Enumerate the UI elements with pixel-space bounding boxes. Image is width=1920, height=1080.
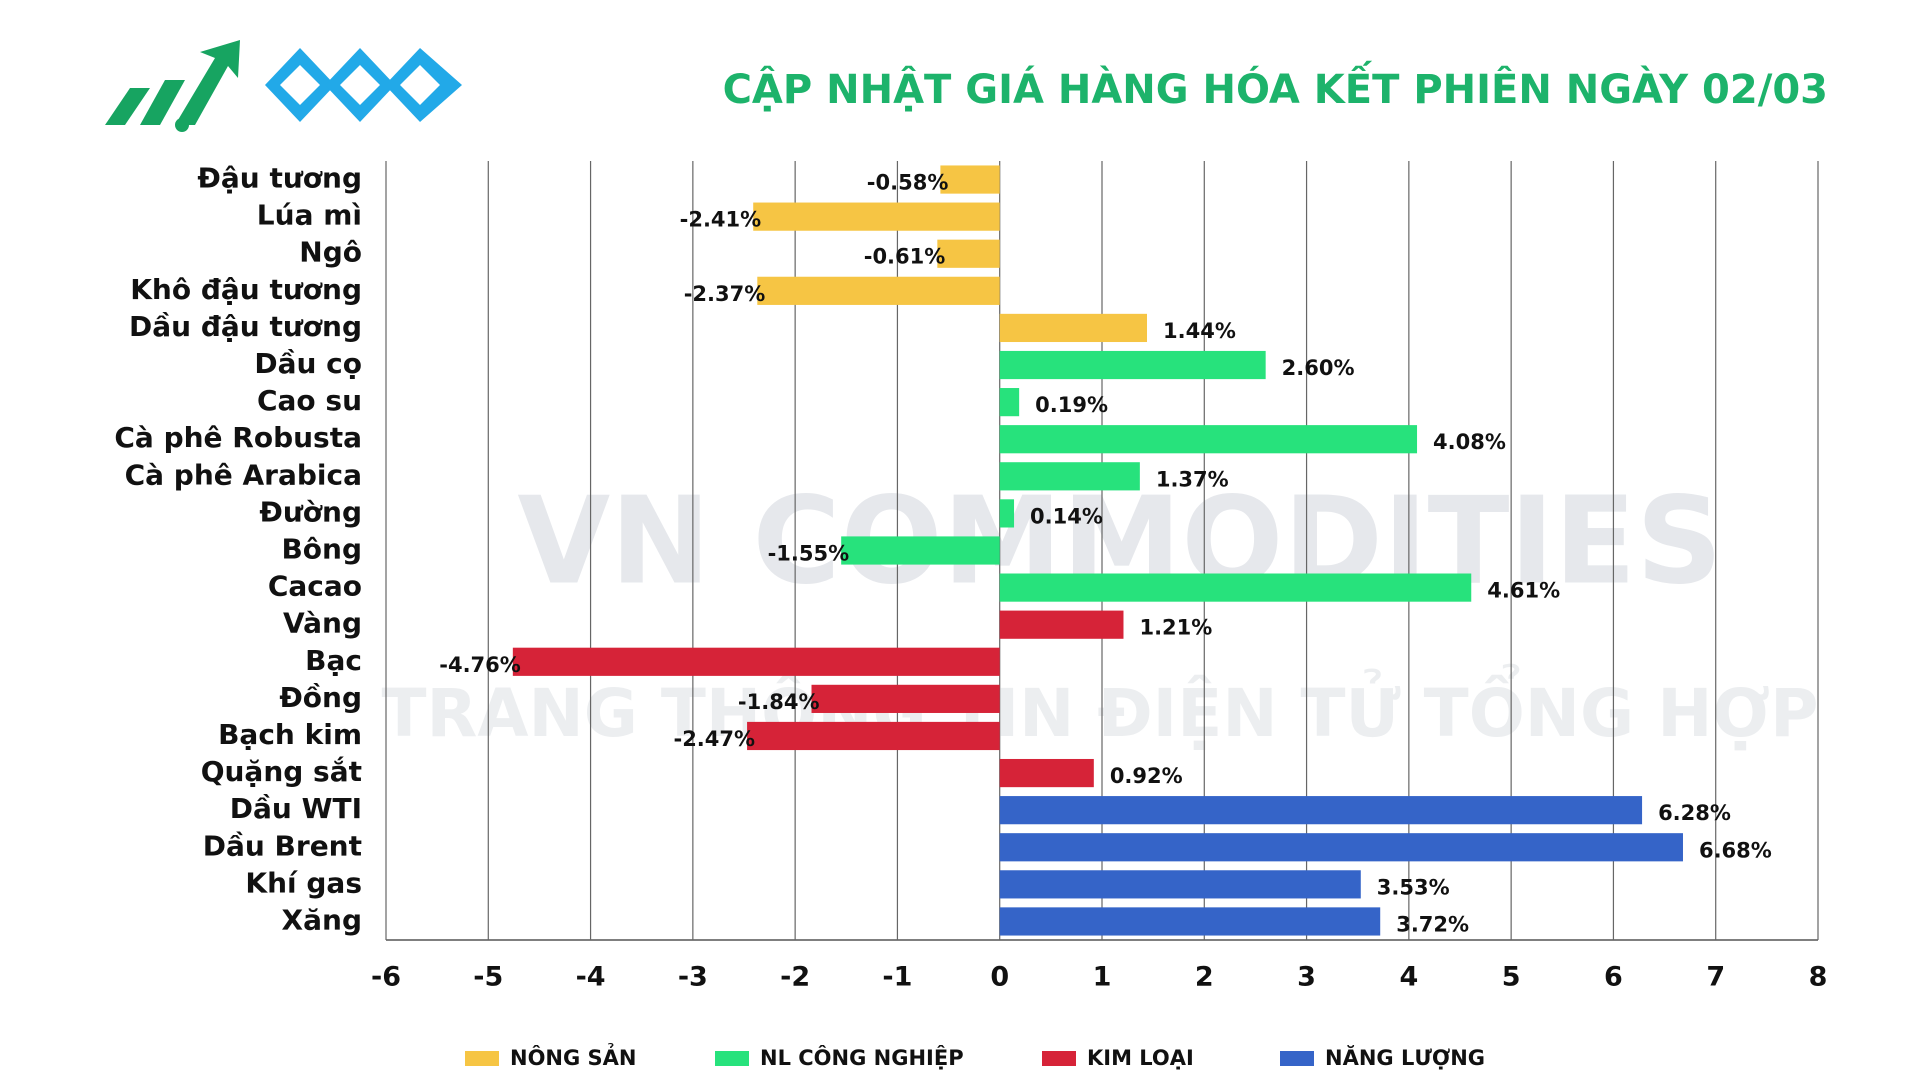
data-label: -2.37% xyxy=(684,282,766,306)
data-label: 6.68% xyxy=(1699,838,1772,862)
watermark: TRANG THÔNG TIN ĐIỆN TỬ TỔNG HỢP xyxy=(382,664,1819,752)
y-tick-label: Bông xyxy=(281,533,362,566)
bar xyxy=(999,610,1124,639)
legend-swatch xyxy=(1042,1051,1076,1066)
x-tick-label: -4 xyxy=(576,962,606,993)
x-tick-label: 6 xyxy=(1604,962,1623,993)
legend-label: NĂNG LƯỢNG xyxy=(1325,1045,1485,1070)
y-tick-label: Khô đậu tương xyxy=(130,273,362,306)
data-label: -1.84% xyxy=(738,690,820,714)
x-tick-label: -6 xyxy=(371,962,401,993)
y-tick-label: Dầu Brent xyxy=(203,829,362,862)
data-label: 1.44% xyxy=(1163,319,1236,343)
data-label: 0.19% xyxy=(1035,393,1108,417)
y-tick-label: Vàng xyxy=(283,607,362,640)
y-tick-label: Dầu WTI xyxy=(230,792,362,825)
bar xyxy=(999,907,1381,936)
y-tick-label: Đậu tương xyxy=(197,162,362,195)
data-label: 0.14% xyxy=(1030,504,1103,528)
y-tick-label: Lúa mì xyxy=(257,199,362,232)
x-tick-label: -2 xyxy=(780,962,810,993)
data-label: -4.76% xyxy=(439,653,521,677)
y-tick-label: Cao su xyxy=(257,384,362,417)
x-tick-label: -1 xyxy=(882,962,912,993)
data-label: 4.61% xyxy=(1487,579,1560,603)
data-label: 3.72% xyxy=(1396,912,1469,936)
x-tick-label: 4 xyxy=(1399,962,1418,993)
bar xyxy=(999,796,1643,825)
y-tick-label: Xăng xyxy=(282,903,362,936)
legend-label: NL CÔNG NGHIỆP xyxy=(760,1044,964,1070)
bar xyxy=(937,239,1000,268)
bar xyxy=(999,425,1418,454)
y-tick-label: Đồng xyxy=(279,681,362,714)
y-tick-label: Bạch kim xyxy=(218,718,362,751)
bar xyxy=(512,647,1000,676)
y-tick-label: Quặng sắt xyxy=(201,755,362,788)
x-tick-label: -3 xyxy=(678,962,708,993)
x-tick-label: 5 xyxy=(1502,962,1521,993)
bar xyxy=(999,870,1361,899)
bar xyxy=(999,313,1148,343)
x-tick-label: 2 xyxy=(1195,962,1214,993)
data-label: -1.55% xyxy=(768,542,850,566)
bar xyxy=(999,833,1683,862)
bar xyxy=(999,388,1020,417)
data-label: 1.37% xyxy=(1156,467,1229,491)
bar xyxy=(999,499,1015,528)
legend-swatch xyxy=(465,1051,499,1066)
y-tick-label: Cà phê Robusta xyxy=(114,421,362,454)
data-label: -2.47% xyxy=(673,727,755,751)
y-tick-label: Ngô xyxy=(299,236,362,269)
legend-label: NÔNG SẢN xyxy=(510,1043,637,1070)
legend-label: KIM LOẠI xyxy=(1087,1046,1194,1070)
data-label: -0.61% xyxy=(864,245,946,269)
y-tick-label: Khí gas xyxy=(245,866,362,899)
y-tick-label: Dầu cọ xyxy=(254,347,362,380)
data-label: 1.21% xyxy=(1139,616,1212,640)
bar xyxy=(999,350,1266,380)
y-tick-label: Bạc xyxy=(305,644,362,677)
data-label: 2.60% xyxy=(1282,356,1355,380)
y-tick-label: Cacao xyxy=(268,570,362,603)
x-tick-label: 1 xyxy=(1093,962,1112,993)
x-tick-label: 0 xyxy=(990,962,1009,993)
chart-title: CẬP NHẬT GIÁ HÀNG HÓA KẾT PHIÊN NGÀY 02/… xyxy=(723,59,1828,113)
x-tick-label: 8 xyxy=(1809,962,1828,993)
x-tick-label: -5 xyxy=(473,962,503,993)
y-tick-label: Cà phê Arabica xyxy=(125,458,362,491)
legend-swatch xyxy=(715,1051,749,1066)
bar xyxy=(999,758,1094,788)
bar xyxy=(753,202,1000,231)
bar xyxy=(999,573,1472,602)
data-label: 3.53% xyxy=(1377,875,1450,899)
x-tick-label: 7 xyxy=(1706,962,1725,993)
bar xyxy=(811,684,1000,713)
data-label: -0.58% xyxy=(867,171,949,195)
bar xyxy=(841,536,1000,565)
x-tick-label: 3 xyxy=(1297,962,1316,993)
data-label: -2.41% xyxy=(680,208,762,232)
data-label: 6.28% xyxy=(1658,801,1731,825)
data-label: 4.08% xyxy=(1433,430,1506,454)
y-tick-label: Đường xyxy=(259,495,362,528)
data-label: 0.92% xyxy=(1110,764,1183,788)
bar xyxy=(757,276,1000,305)
bar xyxy=(999,462,1140,491)
logo xyxy=(105,40,462,132)
y-tick-label: Dầu đậu tương xyxy=(129,310,362,343)
legend-swatch xyxy=(1280,1051,1314,1066)
bar xyxy=(747,721,1000,751)
bar xyxy=(940,165,1000,194)
